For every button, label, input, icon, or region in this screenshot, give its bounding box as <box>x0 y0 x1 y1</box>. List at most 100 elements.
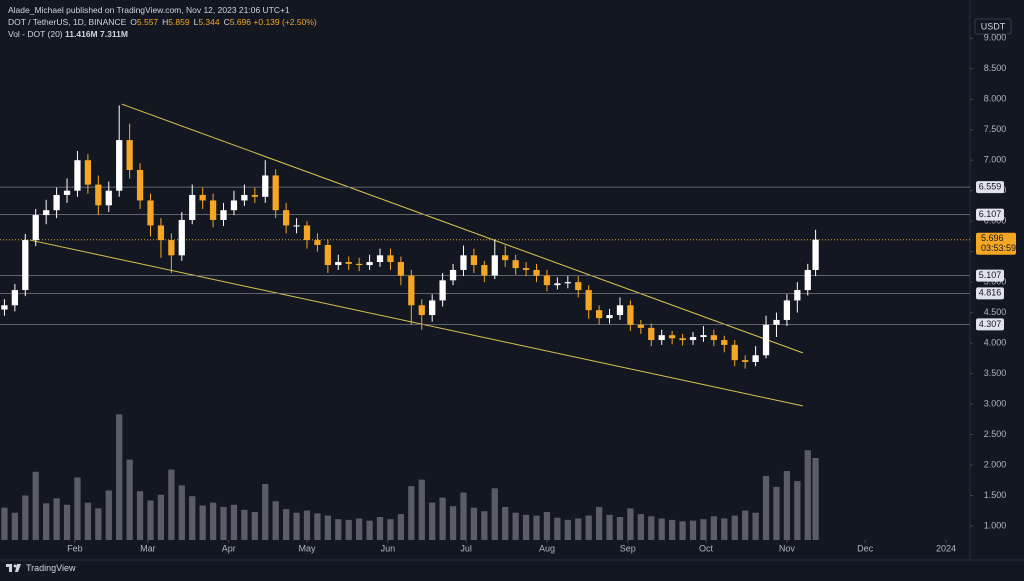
candle-body <box>616 305 624 316</box>
volume-ma: 7.311M <box>100 29 128 39</box>
ohlc-label: C <box>223 17 230 27</box>
candle-body <box>376 255 384 263</box>
candle-body <box>762 324 770 356</box>
volume-bar <box>53 498 60 540</box>
volume-bar <box>804 450 811 540</box>
volume-bar <box>272 501 279 540</box>
level-label: 4.816 <box>979 288 1002 298</box>
countdown: 03:53:59 <box>981 243 1016 253</box>
level-label: 6.559 <box>979 181 1002 191</box>
currency-box[interactable] <box>974 18 1012 35</box>
candle-body <box>773 319 780 325</box>
volume-bar <box>449 506 457 540</box>
volume-bar <box>679 521 686 540</box>
volume-bar <box>470 507 478 540</box>
volume-bar <box>606 514 613 540</box>
candle-body <box>53 194 60 211</box>
candle-body <box>157 225 165 241</box>
level-label: 6.107 <box>979 209 1002 219</box>
level-label-box <box>976 269 1004 282</box>
volume-bar <box>689 520 697 540</box>
candle-body <box>689 336 697 341</box>
volume-bar <box>209 502 217 540</box>
volume-bar <box>429 502 436 540</box>
volume-bar <box>230 504 238 540</box>
candle-body <box>554 283 561 286</box>
volume-title: Vol - DOT (20) <box>8 29 63 39</box>
volume-bar <box>502 506 509 540</box>
symbol: DOT / TetherUS, 1D, BINANCE <box>8 17 127 27</box>
candle-body <box>470 255 478 266</box>
candle-body <box>429 300 436 316</box>
candle-body <box>63 190 71 195</box>
volume-bar <box>397 514 405 540</box>
candle-body <box>324 244 331 266</box>
candle-body <box>335 262 342 266</box>
volume-bar <box>491 488 498 540</box>
candle-body <box>282 210 290 226</box>
candle-body <box>178 219 185 256</box>
x-tick-label: Feb <box>67 543 83 553</box>
level-label: 5.107 <box>979 270 1002 280</box>
candle-body <box>512 260 519 269</box>
ohlc-label: L <box>193 17 199 27</box>
volume-bar <box>408 486 415 540</box>
level-label: 4.307 <box>979 319 1002 329</box>
candle-body <box>502 255 509 261</box>
candle-body <box>783 300 791 320</box>
y-tick-label: 7.000 <box>984 155 1007 165</box>
candle-body <box>794 290 801 301</box>
level-label-box <box>976 287 1004 300</box>
x-tick-label: Oct <box>699 543 714 553</box>
candle-body <box>251 194 258 197</box>
volume-bar <box>324 515 331 540</box>
volume-bar <box>543 511 551 540</box>
candle-body <box>408 275 415 306</box>
candle-body <box>293 225 300 227</box>
ohlc-value: 5.696 <box>229 17 252 27</box>
candle-body <box>209 200 217 220</box>
volume-bar <box>575 518 582 540</box>
volume-bar <box>564 519 571 540</box>
candle-body <box>303 225 311 241</box>
candle-body <box>43 210 50 216</box>
candle-body <box>32 215 39 241</box>
candle-body <box>679 338 686 341</box>
x-tick-label: Jul <box>460 543 472 553</box>
candle-body <box>543 275 551 286</box>
x-tick-label: Sep <box>620 543 636 553</box>
candle-body <box>387 255 394 263</box>
x-tick-label: Apr <box>222 543 236 553</box>
y-tick-label: 8.000 <box>984 94 1007 104</box>
level-label-box <box>976 318 1004 331</box>
volume-bar <box>627 508 634 540</box>
volume-bar <box>773 486 780 540</box>
candle-body <box>481 265 488 276</box>
volume-bar <box>22 495 29 540</box>
y-tick-label: 2.500 <box>984 429 1007 439</box>
volume-bar <box>105 490 112 540</box>
candle-body <box>721 340 728 345</box>
volume-bar <box>345 519 352 540</box>
volume-bar <box>32 471 39 540</box>
volume-bar <box>262 483 269 540</box>
candle-body <box>491 255 498 276</box>
y-tick-label: 2.000 <box>984 459 1007 469</box>
volume-bar <box>147 500 154 540</box>
candle-body <box>74 160 81 191</box>
candle-body <box>1 305 8 310</box>
candle-body <box>168 240 175 256</box>
candle-body <box>418 305 425 316</box>
level-label-box <box>976 181 1004 194</box>
volume-bar <box>595 506 603 540</box>
candle-body <box>658 335 665 341</box>
candle-body <box>731 344 738 361</box>
volume-line: Vol - DOT (20) 11.416M 7.311M <box>8 28 317 40</box>
volume-bar <box>220 506 227 540</box>
candle-body <box>812 239 819 270</box>
candle-body <box>126 140 133 170</box>
volume-bar <box>199 505 206 540</box>
y-tick-label: 7.500 <box>984 124 1007 134</box>
volume-bar <box>585 515 592 540</box>
